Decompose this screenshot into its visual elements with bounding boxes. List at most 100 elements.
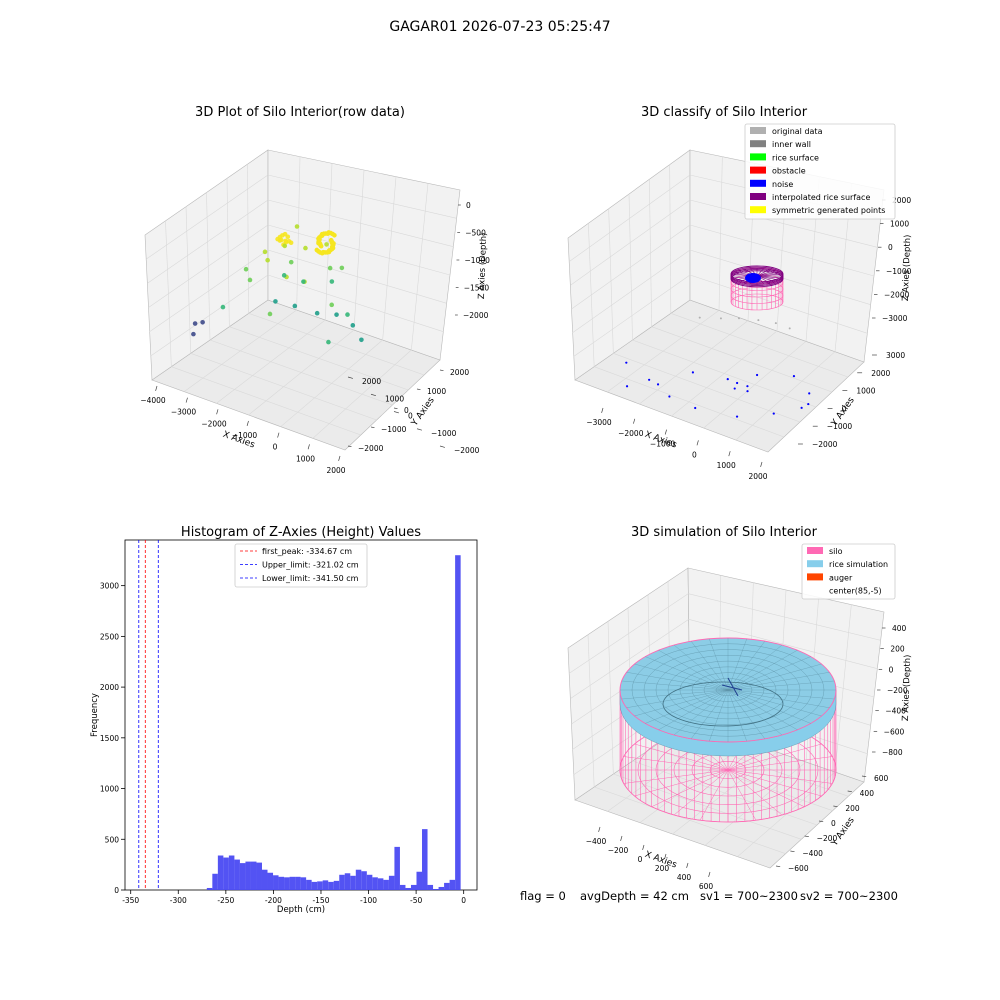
p4-ytick-tick-label: −200 bbox=[817, 834, 838, 843]
p4-rice-mesh-spoke bbox=[709, 638, 729, 691]
p3-xtick-label: 0 bbox=[461, 896, 466, 905]
p4-ytick-tick-label: 0 bbox=[831, 819, 836, 828]
p4-xtick-tick bbox=[642, 844, 645, 850]
p1-ytick-tick bbox=[439, 445, 445, 448]
p4-gridline bbox=[834, 604, 852, 773]
p3-legend-label: Upper_limit: -321.02 cm bbox=[262, 561, 359, 570]
p2-legend-swatch bbox=[750, 206, 766, 214]
p3-bar bbox=[212, 873, 218, 890]
p1-ytick-tick-label: 1000 bbox=[385, 394, 404, 403]
p4-rice-mesh-spoke bbox=[709, 689, 729, 742]
p2-noise-point bbox=[625, 385, 629, 388]
p3-ytick-label: 2000 bbox=[100, 683, 119, 692]
p3-bar bbox=[300, 877, 307, 890]
p1-point bbox=[220, 304, 226, 310]
p1-point bbox=[294, 224, 300, 229]
p3-bar bbox=[206, 887, 213, 890]
p1-ytick-aux-tick bbox=[416, 388, 421, 391]
p4-silo-floor-spoke bbox=[699, 769, 729, 821]
p1-ztick-tick-label: −1500 bbox=[464, 284, 490, 293]
p2-noise-point bbox=[668, 395, 671, 398]
p2-legend-frame bbox=[744, 123, 896, 220]
p4-xtick-tick-label: 400 bbox=[677, 873, 692, 882]
p2-rice-surface-spoke bbox=[756, 271, 780, 277]
p3-ytick-label: 3000 bbox=[100, 582, 119, 591]
p1-point bbox=[339, 265, 345, 271]
p1-point bbox=[330, 245, 336, 251]
p2-cylinder-ring bbox=[730, 287, 784, 304]
p3-bar bbox=[339, 874, 345, 890]
p2-legend-swatch bbox=[750, 153, 766, 161]
p1-point bbox=[318, 243, 324, 249]
p3-xtick-label: -300 bbox=[170, 896, 187, 905]
p2-legend-swatch bbox=[750, 127, 766, 134]
p2-ytick-tick-label: −1000 bbox=[827, 422, 853, 431]
p4-silo-floor-spoke bbox=[634, 743, 729, 771]
p1-xtick-tick bbox=[338, 455, 341, 461]
p4-silo-floor-spoke bbox=[727, 769, 822, 797]
panel2-title: 3D classify of Silo Interior bbox=[641, 105, 808, 120]
p2-noise-point bbox=[800, 406, 803, 409]
p1-point bbox=[331, 241, 336, 246]
p2-ztick-tick-label: 1000 bbox=[890, 220, 909, 229]
p4-legend: silo rice simulation auger center(85,-5) bbox=[801, 543, 896, 600]
p1-point bbox=[316, 240, 321, 246]
p2-xtick-tick bbox=[696, 440, 699, 446]
p2-cylinder-ring bbox=[730, 293, 784, 311]
p1-xtick-tick-label: 1000 bbox=[296, 454, 315, 463]
p2-rice-surface-spoke bbox=[756, 273, 783, 277]
p4-silo-floor-spoke bbox=[727, 743, 822, 771]
p3-bar bbox=[438, 886, 445, 890]
p3-xtick-label: -250 bbox=[217, 896, 234, 905]
p2-ztick-tick-label: 0 bbox=[888, 243, 893, 252]
p1-xtick-tick bbox=[216, 409, 219, 415]
p1-point bbox=[281, 273, 287, 278]
p1-ztick-tick-label: −2000 bbox=[463, 311, 489, 320]
p3-bar bbox=[388, 875, 395, 890]
p2-rice-surface-spoke bbox=[756, 275, 780, 281]
p2-original-point bbox=[738, 317, 741, 320]
p1-point bbox=[328, 237, 334, 243]
p4-legend-label: silo bbox=[829, 547, 843, 556]
p2-xtick-tick-label: −1000 bbox=[650, 440, 676, 449]
p3-bar bbox=[273, 875, 279, 890]
p2-ztick-tick-label: 2000 bbox=[892, 196, 911, 205]
p2-ztick-tick-label: −3000 bbox=[882, 314, 908, 323]
p1-point bbox=[303, 245, 308, 251]
p3-bar bbox=[250, 861, 257, 890]
p4-rice-mesh-spoke bbox=[727, 689, 822, 717]
p3-bar bbox=[399, 884, 406, 890]
p2-rice-surface-spoke bbox=[756, 270, 776, 277]
p1-point bbox=[329, 279, 335, 284]
p4-ztick-tick-label: −600 bbox=[884, 727, 905, 736]
p3-legend-label: Lower_limit: -341.50 cm bbox=[262, 574, 359, 583]
p3-bar bbox=[322, 880, 329, 890]
p1-point bbox=[192, 321, 198, 326]
p2-ytick-tick-label: 3000 bbox=[886, 351, 905, 360]
p1-ytick-tick bbox=[347, 376, 353, 379]
p1-point bbox=[319, 231, 325, 237]
p4-ztick-tick-label: −200 bbox=[887, 686, 908, 695]
p2-legend-label: noise bbox=[772, 180, 793, 189]
p4-ytick-tick-label: 200 bbox=[845, 804, 860, 813]
p4-rice-mesh-spoke bbox=[645, 656, 729, 691]
p3-bar bbox=[366, 874, 373, 890]
p4-xtick-tick bbox=[598, 826, 601, 832]
p3-ytick-label: 1500 bbox=[100, 734, 119, 743]
p2-original-point bbox=[719, 317, 722, 320]
p3-bar bbox=[295, 876, 301, 890]
p2-xtick-tick-label: 2000 bbox=[748, 472, 767, 481]
footer-flag: flag = 0 bbox=[520, 889, 566, 903]
p2-noise-point bbox=[735, 415, 739, 418]
p2-noise-point bbox=[691, 371, 695, 374]
p4-ztick-tick-label: 0 bbox=[889, 665, 894, 674]
p2-legend: original data inner wall rice surface obsta… bbox=[744, 123, 896, 220]
p1-point bbox=[200, 319, 205, 325]
p2-rice-surface-spoke bbox=[756, 275, 783, 279]
p4-ytick-tick-label: −600 bbox=[788, 864, 809, 873]
p2-original-point bbox=[774, 322, 777, 325]
p1-zlabel: Z Axies (Depth) bbox=[477, 232, 489, 299]
p4-xtick-tick-label: 200 bbox=[655, 864, 670, 873]
p2-original-point bbox=[757, 319, 760, 322]
p4-rice-mesh-spoke bbox=[727, 672, 830, 691]
